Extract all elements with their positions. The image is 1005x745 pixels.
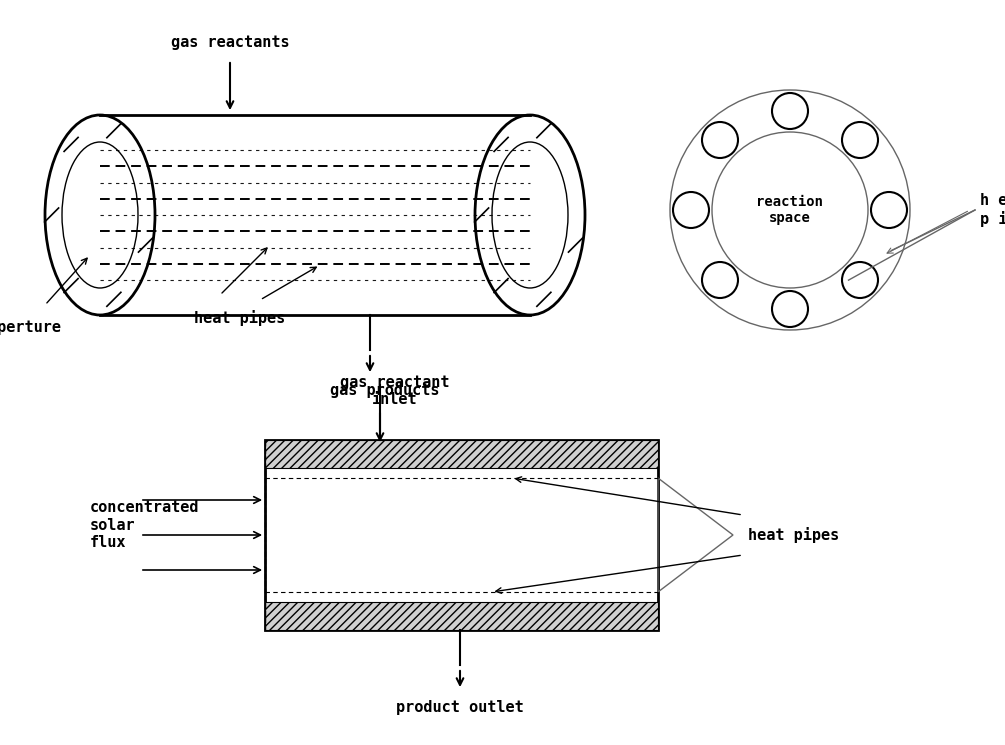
Text: h e a t
p i p e s: h e a t p i p e s xyxy=(980,193,1005,226)
Bar xyxy=(265,602,658,630)
Text: reaction
space: reaction space xyxy=(757,195,823,225)
Text: product outlet: product outlet xyxy=(396,700,524,715)
Text: gas reactants: gas reactants xyxy=(171,35,289,50)
Text: gas products: gas products xyxy=(331,383,440,398)
Text: heat pipes: heat pipes xyxy=(748,527,839,543)
Text: gas reactant
inlet: gas reactant inlet xyxy=(341,375,450,408)
Text: concentrated
solar
flux: concentrated solar flux xyxy=(90,500,200,550)
Text: aperture: aperture xyxy=(0,320,61,335)
Bar xyxy=(265,440,658,468)
Bar xyxy=(265,440,658,630)
Text: heat pipes: heat pipes xyxy=(194,310,285,326)
